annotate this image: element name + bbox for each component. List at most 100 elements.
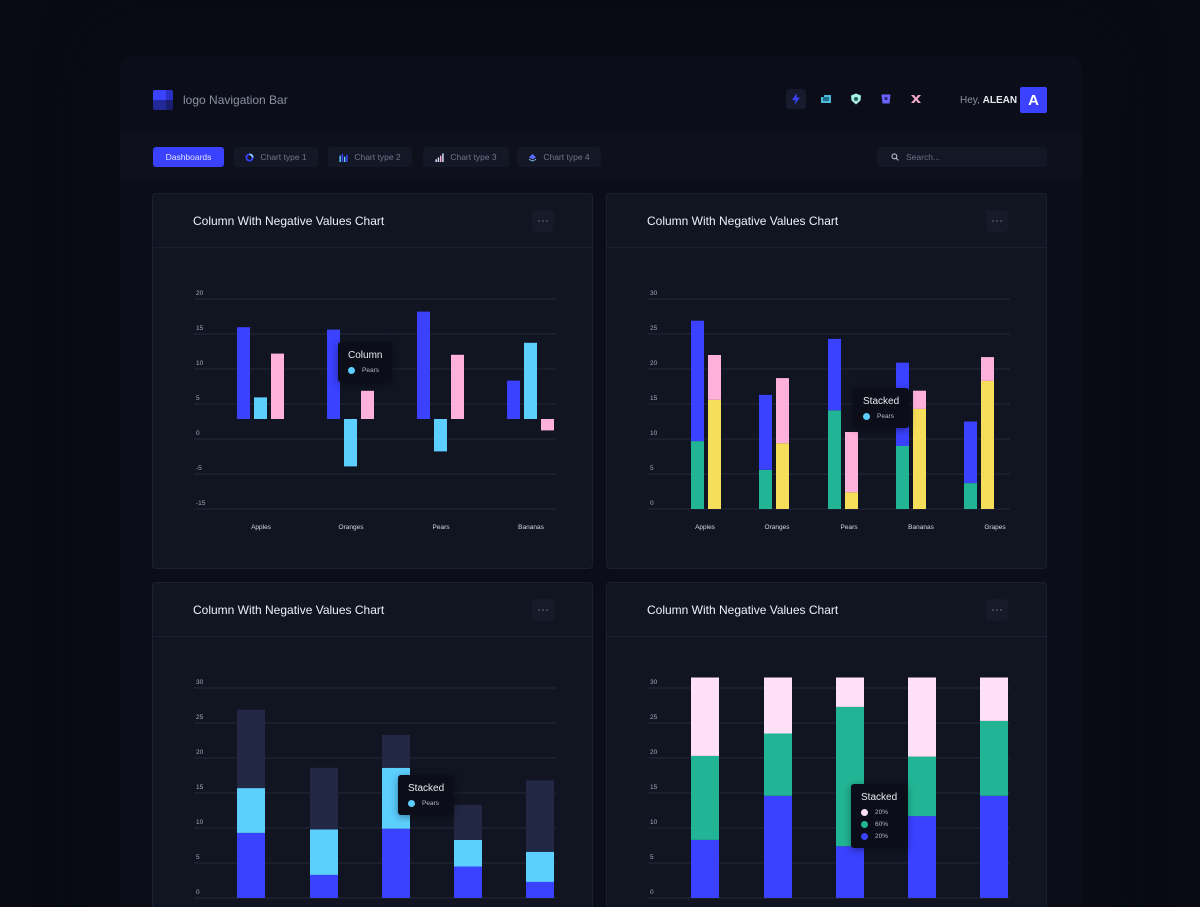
bar [451,354,464,419]
more-dots-icon [992,609,994,611]
bar-segment [237,788,265,833]
card-menu-button[interactable] [986,599,1008,621]
tooltip-title: Column [348,350,383,361]
bar-segment [908,677,936,757]
bar-segment [237,832,265,898]
search-box[interactable] [877,147,1047,167]
legend-dot [861,821,868,828]
search-input[interactable] [906,152,1036,162]
y-tick-label: 30 [650,290,658,297]
greeting-prefix: Hey, [960,95,980,106]
card-title: Column With Negative Values Chart [193,603,385,617]
y-tick-label: 10 [196,819,204,826]
bar [237,327,250,419]
chart-tooltip: Column Pears [338,342,393,382]
y-tick-label: 15 [650,784,658,791]
bar-segment [691,320,704,442]
bar-segment [310,767,338,830]
nav-icon-group [786,89,926,109]
bar-segment [913,390,926,409]
avatar[interactable]: A [1020,87,1047,113]
bar-segment [310,829,338,875]
more-dots-icon [538,609,540,611]
donut-icon [245,152,254,162]
bar-segment [964,483,977,509]
bar-segment [691,441,704,509]
bar-segment [526,881,554,898]
y-tick-label: 5 [196,854,200,861]
card-header: Column With Negative Values Chart [607,194,1046,248]
legend-dot [408,800,415,807]
bar [417,311,430,419]
bar [434,419,447,452]
bar-segment [691,755,719,840]
y-tick-label: 10 [650,819,658,826]
y-tick-label: 20 [196,290,204,297]
bar-segment [764,677,792,734]
legend-dot [861,833,868,840]
x-tick-label: Oranges [339,524,365,531]
tooltip-item: Pears [348,367,382,374]
y-tick-label: 25 [650,325,658,332]
nav-cross-button[interactable] [906,89,926,109]
tab-chart-type-2[interactable]: Chart type 2 [328,147,412,167]
chart-tooltip: Stacked Pears [398,775,455,815]
y-tick-label: 0 [650,500,654,507]
card-menu-button[interactable] [532,599,554,621]
chart-plot: 30 25 20 15 10 5 0 [648,677,1010,899]
bar-segment [454,839,482,867]
bar-segment [382,828,410,898]
bar-segment [980,795,1008,898]
y-tick-label: 5 [650,465,654,472]
bar-segment [828,410,841,509]
bar [254,397,267,419]
logo-icon[interactable] [153,90,173,110]
legend-dot [861,809,868,816]
tooltip-item: 60% [861,821,897,828]
bar-segment [908,816,936,898]
bar-segment [776,443,789,509]
y-tick-label: 15 [650,395,658,402]
y-tick-label: 20 [196,749,204,756]
tooltip-title: Stacked [863,396,900,407]
y-tick-label: -5 [196,465,202,472]
tab-chart-type-3[interactable]: Chart type 3 [423,147,509,167]
nav-shield-button[interactable] [846,89,866,109]
bar-segment [237,709,265,789]
chart-plot: 30 25 20 15 10 5 0 Apples Oranges Pears Bananas Gra… [648,290,1010,531]
bar-segment [845,492,858,509]
x-tick-label: Grapes [984,524,1006,531]
signal-bars-icon [435,152,444,162]
tab-label: Chart type 1 [260,152,307,162]
chart-tooltip: Stacked 20% 60% 20% [851,784,908,848]
bar-segment [913,408,926,509]
cross-icon [911,95,921,103]
tooltip-item: Pears [408,800,444,807]
bar-chart-icon [339,153,348,162]
nav-bucket-button[interactable] [876,89,896,109]
tooltip-item-label: 20% [875,833,889,840]
bar-segment [981,357,994,381]
bolt-icon [792,93,800,105]
search-icon [891,153,899,161]
chart-card-3: Column With Negative Values Chart 30 25 20… [152,582,593,907]
tab-chart-type-4[interactable]: Chart type 4 [517,147,601,167]
bar-segment [828,338,841,411]
bar-segment [454,866,482,898]
nav-image-button[interactable] [816,89,836,109]
bar-segment [981,380,994,509]
tab-chart-type-1[interactable]: Chart type 1 [234,147,318,167]
nav-bolt-button[interactable] [786,89,806,109]
y-tick-label: 5 [196,395,200,402]
card-menu-button[interactable] [532,210,554,232]
dashboards-button[interactable]: Dashboards [153,147,224,167]
navigation-bar: logo Navigation Bar [120,75,1082,127]
tooltip-item-label: 20% [875,809,889,816]
x-tick-label: Bananas [908,524,934,531]
chart-tooltip: Stacked Pears [853,388,910,428]
tooltip-title: Stacked [408,783,445,794]
card-menu-button[interactable] [986,210,1008,232]
bar-segment [964,421,977,484]
legend-dot [348,367,355,374]
bar-segment [980,720,1008,796]
